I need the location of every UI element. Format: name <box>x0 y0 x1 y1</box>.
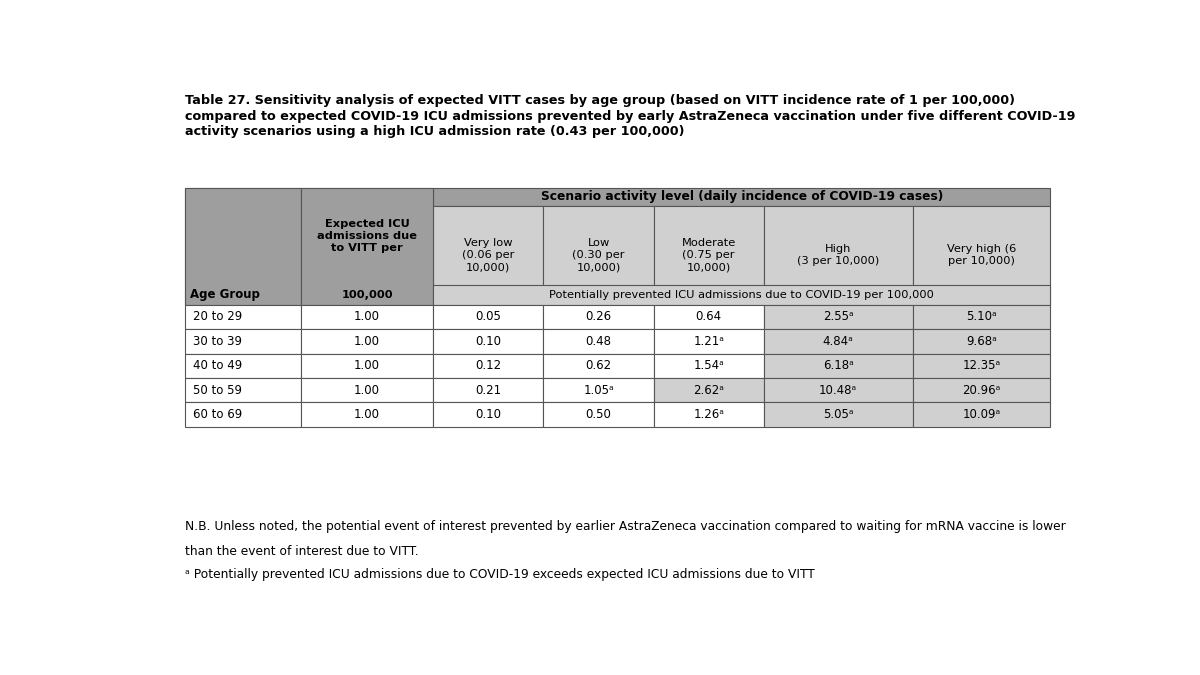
Bar <box>301 329 433 354</box>
Text: Expected ICU
admissions due
to VITT per: Expected ICU admissions due to VITT per <box>317 219 418 253</box>
Bar <box>763 354 912 378</box>
Text: 0.64: 0.64 <box>696 310 721 323</box>
Bar <box>912 305 1050 329</box>
Bar <box>544 329 654 354</box>
Text: 40 to 49: 40 to 49 <box>193 359 242 372</box>
Bar <box>433 206 544 305</box>
Bar <box>301 305 433 329</box>
Bar <box>912 206 1050 305</box>
Bar <box>654 378 763 402</box>
Bar <box>301 378 433 402</box>
Bar <box>185 188 433 305</box>
Text: High
(3 per 10,000): High (3 per 10,000) <box>797 244 880 267</box>
Bar <box>433 305 544 329</box>
Text: 100,000: 100,000 <box>341 290 392 300</box>
Bar <box>654 354 763 378</box>
Text: Very high (6
per 10,000): Very high (6 per 10,000) <box>947 244 1016 267</box>
Text: 10.09ᵃ: 10.09ᵃ <box>962 408 1001 421</box>
Bar <box>763 305 912 329</box>
Bar <box>433 329 544 354</box>
Bar <box>912 329 1050 354</box>
Bar <box>433 378 544 402</box>
Bar <box>912 354 1050 378</box>
Text: 20.96ᵃ: 20.96ᵃ <box>962 383 1001 397</box>
Text: 1.26ᵃ: 1.26ᵃ <box>694 408 724 421</box>
Text: activity scenarios using a high ICU admission rate (0.43 per 100,000): activity scenarios using a high ICU admi… <box>185 125 685 138</box>
Text: 1.05ᵃ: 1.05ᵃ <box>583 383 614 397</box>
Text: Moderate
(0.75 per
10,000): Moderate (0.75 per 10,000) <box>682 238 736 272</box>
Text: 1.00: 1.00 <box>354 359 380 372</box>
Text: 10.48ᵃ: 10.48ᵃ <box>820 383 857 397</box>
Bar <box>544 402 654 427</box>
Bar <box>763 402 912 427</box>
Text: 12.35ᵃ: 12.35ᵃ <box>962 359 1001 372</box>
Bar <box>301 402 433 427</box>
Text: 0.62: 0.62 <box>586 359 612 372</box>
Bar <box>763 378 912 402</box>
Text: 60 to 69: 60 to 69 <box>193 408 242 421</box>
Text: 5.10ᵃ: 5.10ᵃ <box>966 310 997 323</box>
Bar <box>301 188 433 305</box>
Bar <box>544 378 654 402</box>
Text: ᵃ Potentially prevented ICU admissions due to COVID-19 exceeds expected ICU admi: ᵃ Potentially prevented ICU admissions d… <box>185 568 815 581</box>
Text: 1.21ᵃ: 1.21ᵃ <box>694 335 724 348</box>
Text: 1.00: 1.00 <box>354 335 380 348</box>
Text: 0.26: 0.26 <box>586 310 612 323</box>
Bar <box>654 329 763 354</box>
Text: than the event of interest due to VITT.: than the event of interest due to VITT. <box>185 545 419 558</box>
Bar <box>185 354 301 378</box>
Text: Very low
(0.06 per
10,000): Very low (0.06 per 10,000) <box>462 238 515 272</box>
Text: Low
(0.30 per
10,000): Low (0.30 per 10,000) <box>572 238 625 272</box>
Text: 4.84ᵃ: 4.84ᵃ <box>823 335 853 348</box>
Text: compared to expected COVID-19 ICU admissions prevented by early AstraZeneca vacc: compared to expected COVID-19 ICU admiss… <box>185 109 1076 123</box>
Bar <box>433 188 1050 206</box>
Bar <box>763 329 912 354</box>
Text: 1.00: 1.00 <box>354 310 380 323</box>
Bar <box>301 354 433 378</box>
Text: 1.54ᵃ: 1.54ᵃ <box>694 359 724 372</box>
Text: 0.21: 0.21 <box>475 383 502 397</box>
Text: 2.55ᵃ: 2.55ᵃ <box>823 310 853 323</box>
Bar <box>654 305 763 329</box>
Text: 50 to 59: 50 to 59 <box>193 383 241 397</box>
Bar <box>433 402 544 427</box>
Bar <box>912 378 1050 402</box>
Text: Potentially prevented ICU admissions due to COVID-19 per 100,000: Potentially prevented ICU admissions due… <box>550 290 934 300</box>
Text: 1.00: 1.00 <box>354 408 380 421</box>
Bar <box>544 305 654 329</box>
Text: 9.68ᵃ: 9.68ᵃ <box>966 335 997 348</box>
Bar <box>544 354 654 378</box>
Bar <box>433 354 544 378</box>
Bar <box>185 305 301 329</box>
Bar <box>185 402 301 427</box>
Text: 2.62ᵃ: 2.62ᵃ <box>694 383 724 397</box>
Text: Age Group: Age Group <box>190 288 260 302</box>
Bar <box>654 402 763 427</box>
Bar <box>185 188 301 305</box>
Text: 6.18ᵃ: 6.18ᵃ <box>823 359 853 372</box>
Text: 0.10: 0.10 <box>475 335 502 348</box>
Bar <box>912 402 1050 427</box>
Text: N.B. Unless noted, the potential event of interest prevented by earlier AstraZen: N.B. Unless noted, the potential event o… <box>185 520 1066 533</box>
Text: 0.12: 0.12 <box>475 359 502 372</box>
Text: 0.05: 0.05 <box>475 310 502 323</box>
Bar <box>433 285 1050 305</box>
Bar <box>185 378 301 402</box>
Text: Scenario activity level (daily incidence of COVID-19 cases): Scenario activity level (daily incidence… <box>541 190 943 203</box>
Text: Table 27. Sensitivity analysis of expected VITT cases by age group (based on VIT: Table 27. Sensitivity analysis of expect… <box>185 94 1015 107</box>
Text: 5.05ᵃ: 5.05ᵃ <box>823 408 853 421</box>
Text: 20 to 29: 20 to 29 <box>193 310 242 323</box>
Bar <box>654 206 763 305</box>
Bar <box>185 329 301 354</box>
Text: 1.00: 1.00 <box>354 383 380 397</box>
Text: 0.10: 0.10 <box>475 408 502 421</box>
Text: 0.48: 0.48 <box>586 335 612 348</box>
Text: 30 to 39: 30 to 39 <box>193 335 241 348</box>
Bar <box>544 206 654 305</box>
Text: 0.50: 0.50 <box>586 408 612 421</box>
Bar <box>763 206 912 305</box>
